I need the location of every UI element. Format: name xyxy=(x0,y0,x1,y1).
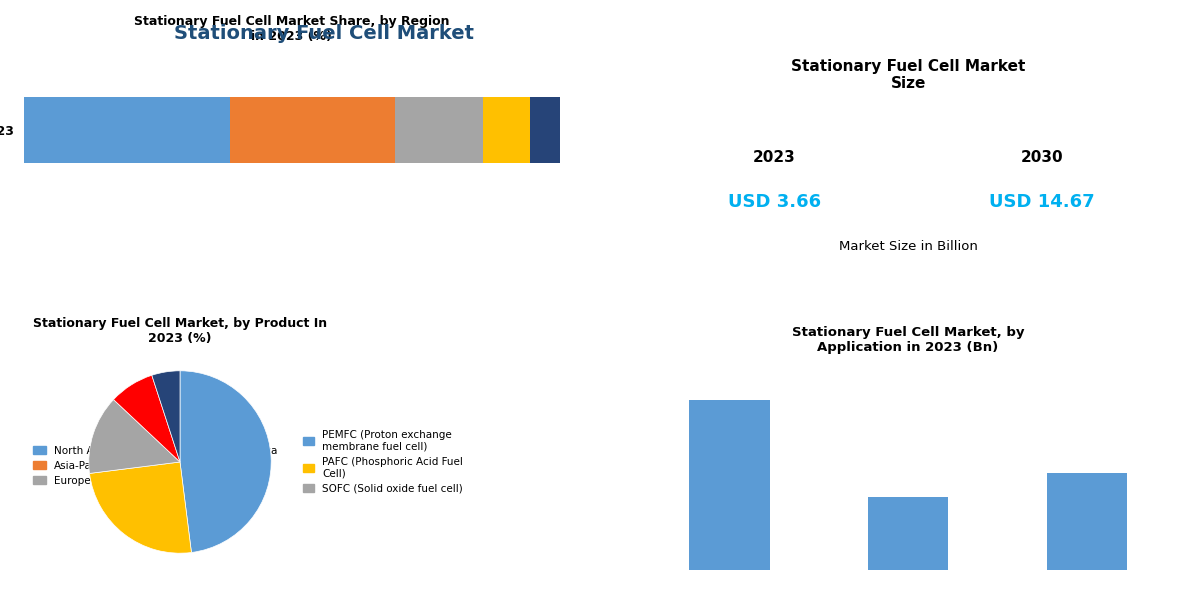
Text: USD 3.66: USD 3.66 xyxy=(727,193,821,211)
Bar xyxy=(484,97,530,163)
Legend: PEMFC (Proton exchange
membrane fuel cell), PAFC (Phosphoric Acid Fuel
Cell), SO: PEMFC (Proton exchange membrane fuel cel… xyxy=(299,426,467,498)
Text: Stationary Fuel Cell Market
Size: Stationary Fuel Cell Market Size xyxy=(791,59,1025,91)
Wedge shape xyxy=(90,462,192,553)
Bar xyxy=(230,97,395,163)
Bar xyxy=(1046,473,1127,570)
Text: Market Size in Billion: Market Size in Billion xyxy=(839,240,978,253)
Text: USD 14.67: USD 14.67 xyxy=(989,193,1094,211)
Bar xyxy=(395,97,484,163)
Title: Stationary Fuel Cell Market, by
Application in 2023 (Bn): Stationary Fuel Cell Market, by Applicat… xyxy=(792,326,1025,355)
Wedge shape xyxy=(114,375,180,462)
Bar xyxy=(689,400,769,570)
Bar xyxy=(868,497,948,570)
Legend: North America, Asia-Pacific, Europe, Middle East and Africa, South America: North America, Asia-Pacific, Europe, Mid… xyxy=(29,442,282,490)
Text: 2030: 2030 xyxy=(1021,150,1063,165)
Text: 2023: 2023 xyxy=(752,150,796,165)
Title: Stationary Fuel Cell Market, by Product In
2023 (%): Stationary Fuel Cell Market, by Product … xyxy=(32,317,328,346)
Bar xyxy=(530,97,560,163)
Wedge shape xyxy=(180,371,271,553)
Text: Stationary Fuel Cell Market: Stationary Fuel Cell Market xyxy=(174,24,474,43)
Title: Stationary Fuel Cell Market Share, by Region
in 2023 (%): Stationary Fuel Cell Market Share, by Re… xyxy=(134,14,450,43)
Wedge shape xyxy=(89,400,180,473)
Bar xyxy=(24,97,230,163)
Wedge shape xyxy=(152,371,180,462)
